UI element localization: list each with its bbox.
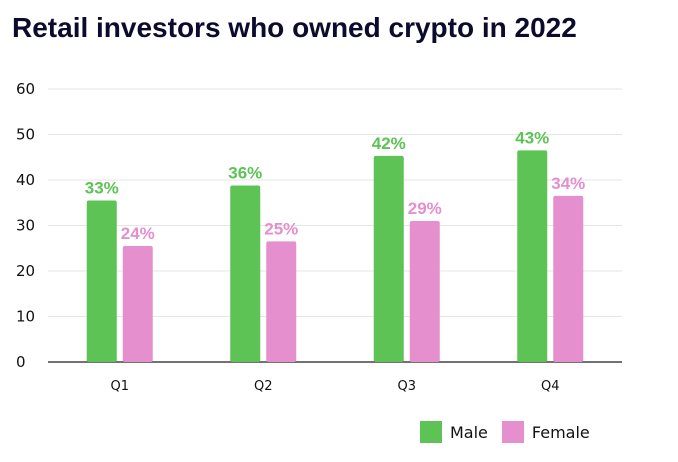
bar-female [553,195,584,362]
data-label-male: 33% [85,178,119,197]
bar-female [122,245,153,362]
bar-male [373,155,404,362]
y-tick-label: 10 [16,308,35,326]
x-tick-label: Q3 [397,379,416,394]
legend: Male Female [420,421,590,443]
legend-swatch-female [501,421,524,443]
legend-swatch-male [420,421,442,443]
y-tick-label: 50 [16,126,35,144]
x-tick-label: Q1 [110,379,129,394]
y-tick-label: 60 [16,80,35,98]
bar-male [517,150,548,362]
bar-female [266,241,297,362]
data-label-male: 42% [372,134,406,153]
bar-male [230,185,261,362]
y-tick-label: 0 [16,353,26,371]
y-tick-label: 40 [16,171,35,189]
legend-item-male: Male [420,421,488,443]
data-label-female: 29% [408,199,442,218]
data-label-male: 36% [228,163,262,182]
chart-title: Retail investors who owned crypto in 202… [12,12,577,43]
y-tick-label: 20 [16,262,35,280]
x-tick-label: Q4 [541,379,560,394]
y-tick-label: 30 [16,217,35,235]
data-label-female: 34% [551,174,585,193]
data-label-male: 43% [515,128,549,147]
bar-female [409,220,440,362]
x-tick-label: Q2 [254,379,273,394]
legend-item-female: Female [501,421,590,443]
data-label-female: 25% [264,219,298,238]
legend-label-female: Female [531,422,590,442]
data-label-female: 24% [121,224,155,243]
legend-label-male: Male [450,422,488,442]
bar-male [86,200,117,362]
